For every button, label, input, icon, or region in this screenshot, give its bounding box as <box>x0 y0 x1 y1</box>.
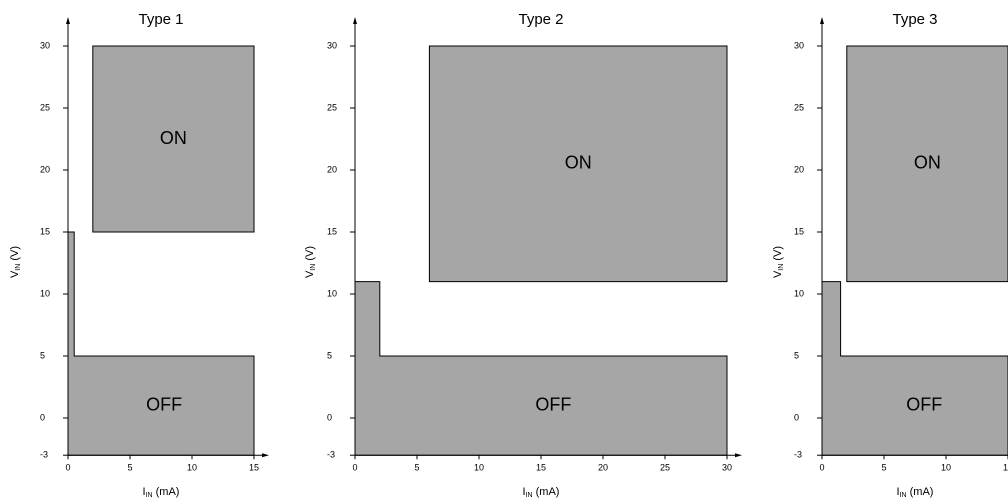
y-tick-label: 15 <box>327 226 337 236</box>
label-sub: IN <box>15 264 22 271</box>
x-tick-label: 5 <box>881 463 886 473</box>
y-tick-label: 0 <box>794 412 799 422</box>
label-sub: IN <box>900 492 907 499</box>
label-main: I <box>897 486 900 498</box>
label-main: I <box>523 486 526 498</box>
x-arrow <box>262 453 269 458</box>
y-tick-label: 30 <box>40 40 50 50</box>
label-sub: IN <box>526 492 533 499</box>
y-tick-label: 25 <box>794 102 804 112</box>
y-tick-label: 25 <box>327 102 337 112</box>
x-tick-label: 10 <box>187 463 197 473</box>
y-tick-label: 0 <box>327 412 332 422</box>
label-rest: (mA) <box>907 486 934 498</box>
y-tick-label: 30 <box>794 40 804 50</box>
y-tick-label: -3 <box>327 450 335 460</box>
label-rest: (V) <box>9 246 21 264</box>
y-tick-label: 5 <box>327 350 332 360</box>
x-tick-label: 5 <box>414 463 419 473</box>
label-sub: IN <box>778 264 785 271</box>
x-tick-label: 10 <box>941 463 951 473</box>
region <box>846 45 1008 283</box>
axis-label: VIN (V) <box>9 246 22 278</box>
y-tick-label: 20 <box>327 164 337 174</box>
x-tick-label: 15 <box>249 463 259 473</box>
label-rest: (mA) <box>533 486 560 498</box>
y-arrow <box>353 17 357 24</box>
axis-label: VIN (V) <box>772 246 785 278</box>
x-tick-label: 0 <box>65 463 70 473</box>
y-tick-label: 20 <box>40 164 50 174</box>
label-rest: (V) <box>304 246 316 264</box>
region <box>92 45 255 233</box>
chart-title: Type 1 <box>138 11 183 28</box>
x-tick-label: 0 <box>819 463 824 473</box>
y-arrow <box>66 17 70 24</box>
axis-label: IIN (mA) <box>143 486 180 499</box>
region <box>428 45 728 283</box>
y-tick-label: 10 <box>40 288 50 298</box>
region-label: ON <box>160 128 187 148</box>
y-tick-label: -3 <box>40 450 48 460</box>
x-tick-label: 15 <box>1003 463 1008 473</box>
y-tick-label: 0 <box>40 412 45 422</box>
y-tick-label: 5 <box>40 350 45 360</box>
label-sub: IN <box>146 492 153 499</box>
y-arrow <box>820 17 824 24</box>
y-tick-label: 5 <box>794 350 799 360</box>
axis-label: IIN (mA) <box>523 486 560 499</box>
region <box>67 231 255 456</box>
label-main: V <box>772 270 784 278</box>
x-arrow <box>735 453 742 458</box>
region-label: ON <box>565 153 592 173</box>
y-tick-label: 20 <box>794 164 804 174</box>
y-tick-label: 30 <box>327 40 337 50</box>
chart-title: Type 3 <box>892 11 937 28</box>
region-label: ON <box>914 153 941 173</box>
label-main: V <box>9 270 21 278</box>
x-tick-label: 0 <box>352 463 357 473</box>
y-tick-label: 10 <box>327 288 337 298</box>
y-tick-label: -3 <box>794 450 802 460</box>
chart-title: Type 2 <box>518 11 563 28</box>
region-label: OFF <box>906 394 942 414</box>
label-sub: IN <box>310 264 317 271</box>
y-tick-label: 15 <box>40 226 50 236</box>
axis-label: VIN (V) <box>304 246 317 278</box>
label-rest: (mA) <box>153 486 180 498</box>
x-tick-label: 15 <box>536 463 546 473</box>
x-tick-label: 20 <box>598 463 608 473</box>
label-rest: (V) <box>772 246 784 264</box>
label-main: V <box>304 270 316 278</box>
x-tick-label: 5 <box>127 463 132 473</box>
x-tick-label: 30 <box>722 463 732 473</box>
region <box>821 281 1008 456</box>
region <box>354 281 728 456</box>
region-label: OFF <box>146 394 182 414</box>
region-label: OFF <box>535 394 571 414</box>
label-main: I <box>143 486 146 498</box>
x-tick-label: 10 <box>474 463 484 473</box>
x-tick-label: 25 <box>660 463 670 473</box>
y-tick-label: 15 <box>794 226 804 236</box>
y-tick-label: 10 <box>794 288 804 298</box>
y-tick-label: 25 <box>40 102 50 112</box>
axis-label: IIN (mA) <box>897 486 934 499</box>
